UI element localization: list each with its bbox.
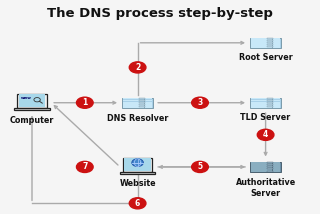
FancyBboxPatch shape <box>268 44 273 45</box>
Text: DNS Resolver: DNS Resolver <box>107 114 168 123</box>
FancyBboxPatch shape <box>268 42 273 43</box>
FancyBboxPatch shape <box>251 168 280 170</box>
FancyBboxPatch shape <box>251 166 280 168</box>
Text: Authoritative
Server: Authoritative Server <box>236 178 296 198</box>
Circle shape <box>132 159 143 166</box>
FancyBboxPatch shape <box>140 100 145 101</box>
FancyBboxPatch shape <box>140 98 145 99</box>
FancyBboxPatch shape <box>268 168 273 169</box>
Text: The DNS process step-by-step: The DNS process step-by-step <box>47 7 273 21</box>
FancyBboxPatch shape <box>268 38 273 39</box>
FancyBboxPatch shape <box>251 104 280 106</box>
FancyBboxPatch shape <box>251 164 280 166</box>
Text: 3: 3 <box>197 98 203 107</box>
Circle shape <box>76 97 93 108</box>
Text: Root Server: Root Server <box>239 54 292 62</box>
FancyBboxPatch shape <box>250 98 281 108</box>
Text: TLD Server: TLD Server <box>240 113 291 122</box>
Circle shape <box>192 97 208 108</box>
FancyBboxPatch shape <box>268 162 273 163</box>
FancyBboxPatch shape <box>268 100 273 101</box>
FancyBboxPatch shape <box>251 42 280 44</box>
Circle shape <box>76 161 93 172</box>
Text: www: www <box>21 96 32 100</box>
Text: 7: 7 <box>82 162 87 171</box>
Text: 5: 5 <box>197 162 203 171</box>
FancyBboxPatch shape <box>251 98 280 100</box>
FancyBboxPatch shape <box>251 38 280 40</box>
FancyBboxPatch shape <box>251 102 280 104</box>
FancyBboxPatch shape <box>268 102 273 103</box>
Text: 4: 4 <box>263 130 268 139</box>
FancyBboxPatch shape <box>123 158 152 172</box>
FancyBboxPatch shape <box>14 107 50 110</box>
FancyBboxPatch shape <box>17 94 47 107</box>
FancyBboxPatch shape <box>120 172 155 174</box>
Circle shape <box>192 161 208 172</box>
FancyBboxPatch shape <box>268 171 273 172</box>
FancyBboxPatch shape <box>123 106 152 108</box>
FancyBboxPatch shape <box>268 98 273 99</box>
Circle shape <box>129 198 146 209</box>
FancyBboxPatch shape <box>123 98 153 108</box>
Text: 6: 6 <box>135 199 140 208</box>
FancyBboxPatch shape <box>251 106 280 108</box>
FancyBboxPatch shape <box>140 102 145 103</box>
FancyBboxPatch shape <box>123 100 152 101</box>
FancyBboxPatch shape <box>19 94 45 107</box>
FancyBboxPatch shape <box>140 104 145 105</box>
FancyBboxPatch shape <box>268 104 273 105</box>
FancyBboxPatch shape <box>251 46 280 48</box>
FancyBboxPatch shape <box>250 162 281 172</box>
FancyBboxPatch shape <box>251 40 280 42</box>
FancyBboxPatch shape <box>251 44 280 46</box>
FancyBboxPatch shape <box>251 162 280 164</box>
FancyBboxPatch shape <box>251 170 280 172</box>
Text: 1: 1 <box>82 98 87 107</box>
Text: 2: 2 <box>135 63 140 72</box>
FancyBboxPatch shape <box>268 46 273 48</box>
FancyBboxPatch shape <box>123 104 152 106</box>
FancyBboxPatch shape <box>250 38 281 48</box>
FancyBboxPatch shape <box>140 106 145 107</box>
Circle shape <box>129 62 146 73</box>
FancyBboxPatch shape <box>268 166 273 167</box>
Text: Computer: Computer <box>10 116 54 125</box>
FancyBboxPatch shape <box>123 98 152 100</box>
FancyBboxPatch shape <box>268 40 273 41</box>
FancyBboxPatch shape <box>268 106 273 107</box>
FancyBboxPatch shape <box>124 158 151 171</box>
Circle shape <box>257 129 274 140</box>
FancyBboxPatch shape <box>251 100 280 101</box>
FancyBboxPatch shape <box>268 164 273 165</box>
Text: Website: Website <box>119 179 156 188</box>
FancyBboxPatch shape <box>123 102 152 104</box>
